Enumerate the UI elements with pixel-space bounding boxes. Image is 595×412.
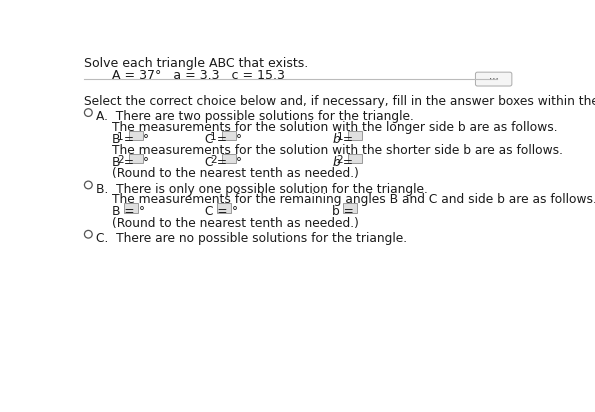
Text: 1: 1 (210, 132, 217, 142)
Text: Solve each triangle ABC that exists.: Solve each triangle ABC that exists. (84, 57, 308, 70)
Text: 2: 2 (336, 155, 343, 165)
FancyBboxPatch shape (221, 131, 236, 140)
Text: =: = (339, 156, 353, 169)
Text: C: C (205, 156, 213, 169)
FancyBboxPatch shape (475, 72, 512, 86)
Text: °: ° (236, 156, 242, 169)
Text: (Round to the nearest tenth as needed.): (Round to the nearest tenth as needed.) (112, 167, 358, 180)
Text: b =: b = (333, 205, 354, 218)
Text: The measurements for the remaining angles B and C and side b are as follows.: The measurements for the remaining angle… (112, 193, 595, 206)
Text: =: = (213, 156, 227, 169)
Text: =: = (339, 133, 353, 145)
FancyBboxPatch shape (221, 154, 236, 164)
Text: °: ° (139, 205, 145, 218)
Text: B: B (112, 156, 120, 169)
Text: ⋯: ⋯ (488, 74, 499, 84)
FancyBboxPatch shape (124, 204, 138, 213)
Text: °: ° (143, 133, 149, 145)
Text: C =: C = (205, 205, 227, 218)
Text: b: b (333, 156, 340, 169)
Text: b: b (333, 133, 340, 145)
Text: C: C (205, 133, 213, 145)
Text: °: ° (236, 133, 242, 145)
Text: °: ° (231, 205, 237, 218)
FancyBboxPatch shape (129, 131, 143, 140)
Text: B =: B = (112, 205, 134, 218)
Text: The measurements for the solution with the shorter side b are as follows.: The measurements for the solution with t… (112, 144, 563, 157)
Text: B.  There is only one possible solution for the triangle.: B. There is only one possible solution f… (96, 183, 428, 196)
Text: The measurements for the solution with the longer side b are as follows.: The measurements for the solution with t… (112, 121, 557, 134)
FancyBboxPatch shape (129, 154, 143, 164)
FancyBboxPatch shape (343, 204, 357, 213)
FancyBboxPatch shape (348, 154, 362, 164)
Text: B: B (112, 133, 120, 145)
Text: =: = (120, 133, 134, 145)
Text: =: = (120, 156, 134, 169)
Text: (Round to the nearest tenth as needed.): (Round to the nearest tenth as needed.) (112, 217, 358, 229)
FancyBboxPatch shape (348, 131, 362, 140)
FancyBboxPatch shape (217, 204, 231, 213)
Text: A = 37°   a = 3.3   c = 15.3: A = 37° a = 3.3 c = 15.3 (96, 69, 285, 82)
Text: 1: 1 (117, 132, 124, 142)
Text: 1: 1 (336, 132, 343, 142)
Text: 2: 2 (210, 155, 217, 165)
Text: Select the correct choice below and, if necessary, fill in the answer boxes with: Select the correct choice below and, if … (84, 95, 595, 108)
Text: 2: 2 (117, 155, 124, 165)
Text: A.  There are two possible solutions for the triangle.: A. There are two possible solutions for … (96, 110, 414, 123)
Text: =: = (213, 133, 227, 145)
Text: °: ° (143, 156, 149, 169)
Text: C.  There are no possible solutions for the triangle.: C. There are no possible solutions for t… (96, 232, 407, 245)
